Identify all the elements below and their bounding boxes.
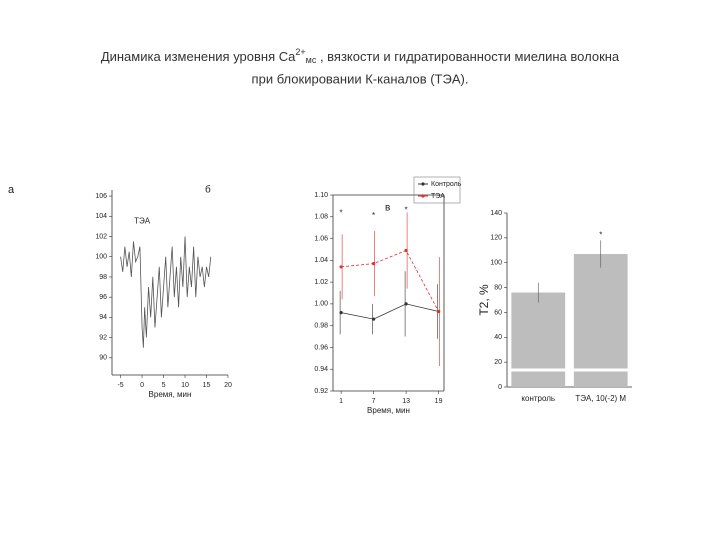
y-tick-label: 1.10 bbox=[314, 192, 328, 199]
y-tick-label: 140 bbox=[490, 210, 502, 217]
x-tick-label: 0 bbox=[140, 382, 144, 389]
y-tick-label: 1.02 bbox=[314, 279, 328, 286]
data-point bbox=[339, 265, 343, 269]
y-tick-label: 94 bbox=[99, 314, 107, 321]
annotation: * bbox=[372, 211, 375, 220]
title-sub: мс bbox=[306, 55, 317, 65]
legend-marker bbox=[421, 194, 425, 198]
y-tick-label: 96 bbox=[99, 294, 107, 301]
data-point bbox=[436, 309, 441, 314]
data-point bbox=[339, 311, 343, 315]
y-tick-label: 102 bbox=[95, 233, 107, 240]
x-tick-label: контроль bbox=[521, 394, 555, 403]
data-line bbox=[341, 250, 439, 312]
x-axis-label: Время, мин bbox=[149, 390, 192, 399]
y-tick-label: 1.06 bbox=[314, 235, 328, 242]
x-tick-label: 15 bbox=[203, 382, 211, 389]
data-point bbox=[372, 262, 376, 266]
y-tick-label: 106 bbox=[95, 193, 107, 200]
data-line bbox=[120, 236, 212, 348]
title-text: , вязкости и гидратированности миелина в… bbox=[316, 49, 620, 64]
annotation: ТЭА bbox=[134, 216, 151, 225]
x-tick-label: 10 bbox=[181, 382, 189, 389]
panel-label: б bbox=[205, 184, 211, 196]
title-line-2: при блокировании К-каналов (ТЭА). bbox=[252, 71, 469, 86]
y-tick-label: 0.98 bbox=[314, 323, 328, 330]
y-tick-label: 98 bbox=[99, 274, 107, 281]
title-line-1: Динамика изменения уровня Ca2+мс , вязко… bbox=[101, 47, 620, 65]
y-tick-label: 0 bbox=[498, 384, 502, 391]
data-point bbox=[404, 248, 408, 253]
y-tick-label: 120 bbox=[490, 235, 502, 242]
x-tick-label: 5 bbox=[162, 382, 166, 389]
y-tick-label: 0.96 bbox=[314, 344, 328, 351]
data-point bbox=[404, 302, 408, 306]
x-tick-label: 19 bbox=[435, 398, 443, 405]
legend-label: Контроль bbox=[431, 181, 462, 188]
x-tick-label: 7 bbox=[372, 398, 376, 405]
annotation: * bbox=[340, 209, 343, 218]
y-tick-label: 1.08 bbox=[314, 214, 328, 221]
y-tick-label: 0.94 bbox=[314, 366, 328, 373]
x-tick-label: 13 bbox=[402, 398, 410, 405]
y-tick-label: 90 bbox=[99, 355, 107, 362]
title-sup: 2+ bbox=[295, 47, 305, 57]
x-tick-label: 20 bbox=[224, 382, 232, 389]
panel-label: а bbox=[8, 184, 15, 196]
y-tick-label: 100 bbox=[95, 254, 107, 261]
x-tick-label: ТЭА, 10(-2) М bbox=[575, 394, 626, 403]
y-tick-label: 1.04 bbox=[314, 257, 328, 264]
bar bbox=[511, 292, 566, 387]
y-tick-label: 92 bbox=[99, 334, 107, 341]
annotation: * bbox=[405, 205, 408, 214]
y-tick-label: 0.92 bbox=[314, 388, 328, 395]
y-tick-label: 1.00 bbox=[314, 301, 328, 308]
panel-label: в bbox=[385, 203, 390, 214]
title-text: Динамика изменения уровня Ca bbox=[101, 49, 296, 64]
y-tick-label: 20 bbox=[494, 359, 502, 366]
legend-marker bbox=[421, 182, 425, 186]
y-tick-label: 104 bbox=[95, 213, 107, 220]
x-tick-label: -5 bbox=[117, 382, 123, 389]
legend-label: ТЭА bbox=[431, 193, 445, 200]
x-axis-label: Время, мин bbox=[367, 406, 410, 415]
y-axis-label: T2, % bbox=[477, 284, 491, 316]
y-tick-label: 80 bbox=[494, 284, 502, 291]
y-tick-label: 60 bbox=[494, 309, 502, 316]
x-tick-label: 1 bbox=[339, 398, 343, 405]
annotation: * bbox=[599, 230, 602, 239]
y-tick-label: 40 bbox=[494, 334, 502, 341]
y-tick-label: 100 bbox=[490, 260, 502, 267]
data-point bbox=[372, 317, 376, 321]
data-line bbox=[341, 303, 439, 320]
legend-box bbox=[413, 176, 461, 204]
bar bbox=[573, 254, 628, 387]
